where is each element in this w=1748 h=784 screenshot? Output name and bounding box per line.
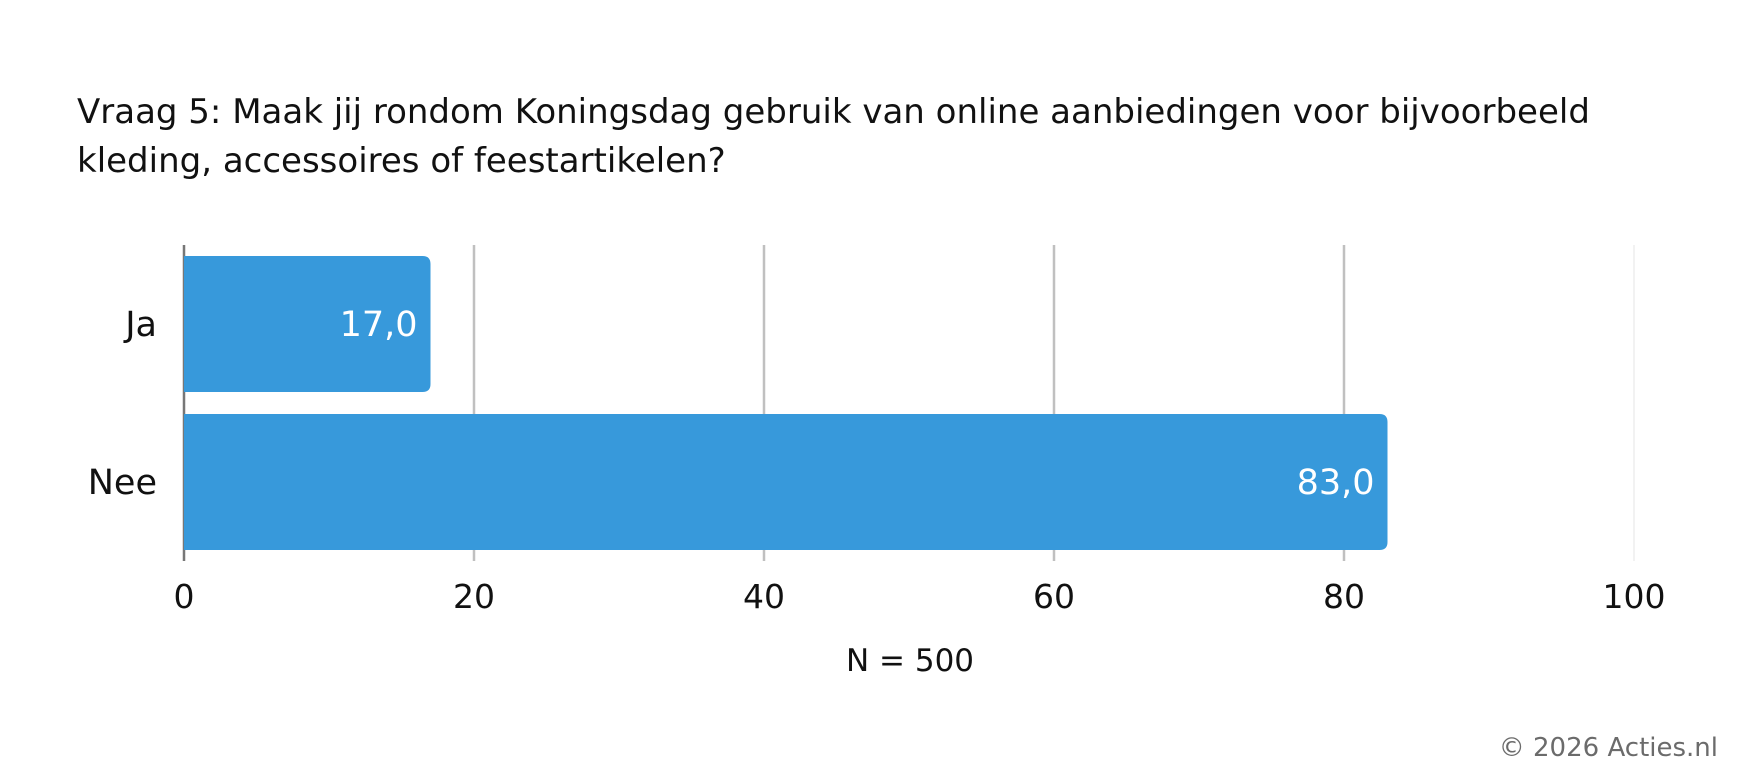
category-labels: Ja Nee [88, 305, 157, 503]
x-tick-label: 100 [1603, 577, 1666, 616]
copyright-credit: © 2026 Acties.nl [1498, 733, 1718, 763]
bar-value-label: 83,0 [1297, 463, 1375, 503]
category-label: Nee [88, 463, 157, 503]
bar [184, 256, 431, 392]
x-tick-labels: 0 20 40 60 80 100 [174, 577, 1666, 616]
category-label: Ja [123, 305, 157, 345]
x-tick-label: 0 [174, 577, 195, 616]
bars [184, 256, 1388, 550]
bar-value-label: 17,0 [340, 305, 418, 345]
bar [184, 414, 1388, 550]
x-tick-label: 20 [453, 577, 495, 616]
x-tick-label: 80 [1323, 577, 1365, 616]
x-tick-label: 40 [743, 577, 785, 616]
x-axis-label: N = 500 [846, 643, 974, 679]
x-tick-label: 60 [1033, 577, 1075, 616]
chart-title: Vraag 5: Maak jij rondom Koningsdag gebr… [77, 92, 1590, 181]
data-labels: 17,0 83,0 [340, 305, 1375, 503]
